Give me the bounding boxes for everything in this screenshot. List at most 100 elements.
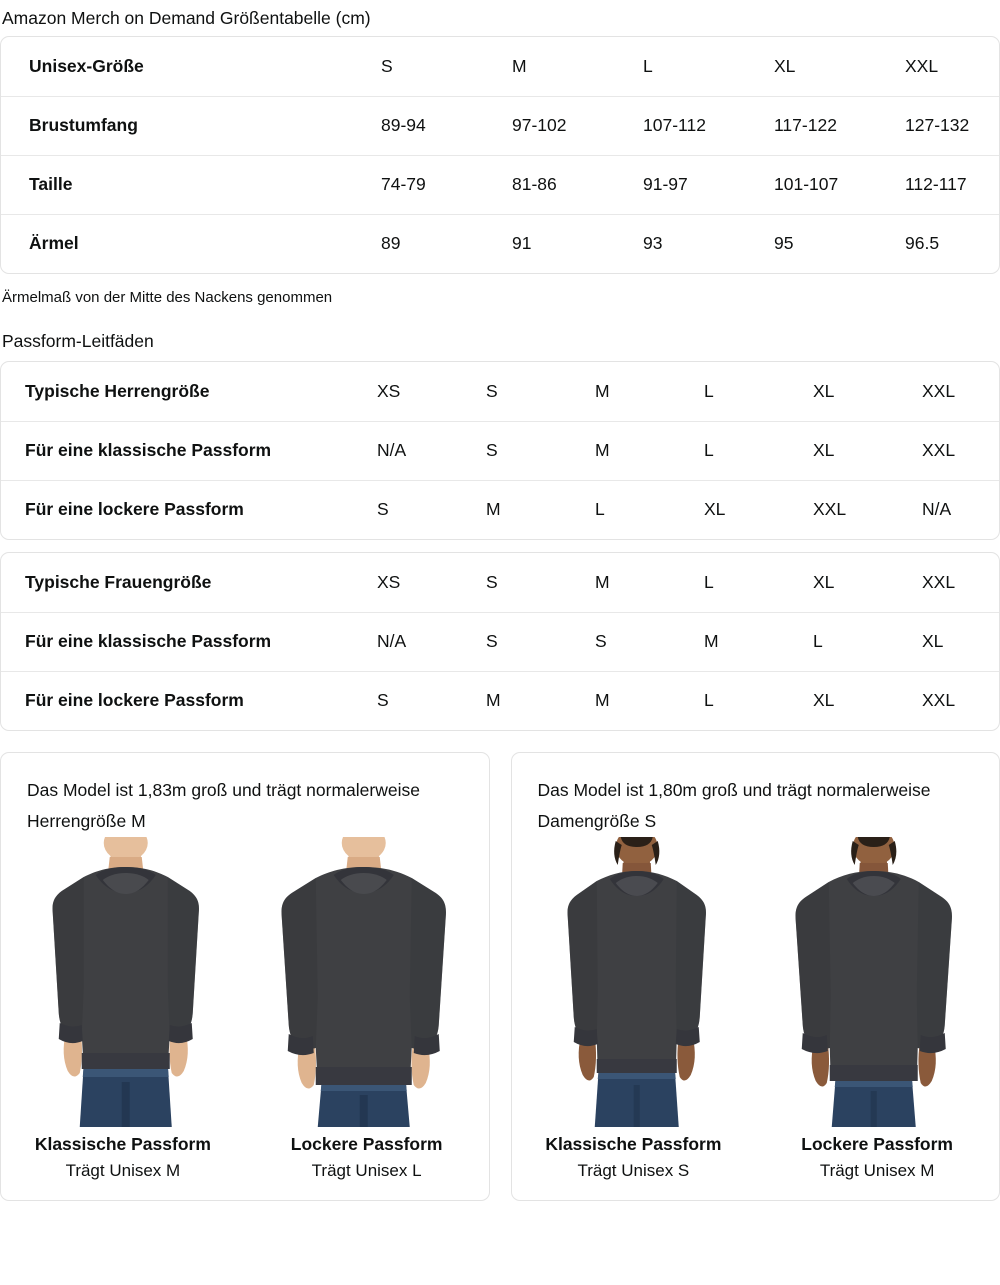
cell-mens-classic-2: S: [486, 420, 595, 480]
model-fit-labels-womens: Klassische Passform Trägt Unisex S Locke…: [512, 1127, 1000, 1200]
fit-subtitle: Trägt Unisex M: [819, 1161, 935, 1180]
cell-mens-typical-6: XXL: [922, 380, 956, 401]
row-label-mens-classic-fit: Für eine klassische Passform: [1, 420, 377, 480]
cell-chest-m: 97-102: [512, 95, 643, 155]
cell-mens-loose-1: S: [377, 479, 486, 539]
size-chart-header-xxl: XXL: [905, 55, 939, 76]
cell-womens-classic-5: L: [813, 611, 922, 671]
fit-subtitle: Trägt Unisex M: [65, 1161, 181, 1180]
fit-title: Lockere Passform: [290, 1134, 443, 1154]
cell-womens-loose-5: XL: [813, 670, 922, 730]
cell-womens-typical-5: XL: [813, 571, 835, 592]
cell-mens-typical-3: M: [595, 380, 610, 401]
figure-mens-loose-fit: [252, 837, 475, 1127]
row-label-typical-mens-size: Typische Herrengröße: [25, 380, 210, 401]
row-label-chest: Brustumfang: [1, 95, 381, 155]
size-chart-header-xl: XL: [774, 55, 796, 76]
fit-label-womens-loose: Lockere Passform Trägt Unisex M: [755, 1131, 999, 1184]
table-row: Für eine klassische Passform N/A S M L X…: [1, 420, 999, 480]
fit-guides-heading: Passform-Leitfäden: [2, 331, 154, 351]
cell-mens-loose-2: M: [486, 479, 595, 539]
cell-mens-classic-5: XL: [813, 420, 922, 480]
table-row: Für eine lockere Passform S M M L XL XXL: [1, 670, 999, 730]
model-fit-labels-mens: Klassische Passform Trägt Unisex M Locke…: [1, 1127, 489, 1200]
cell-womens-typical-2: S: [486, 571, 498, 592]
size-chart-header-l: L: [643, 55, 653, 76]
cell-mens-loose-4: XL: [704, 479, 813, 539]
row-label-typical-womens-size: Typische Frauengröße: [25, 571, 212, 592]
table-row: Für eine lockere Passform S M L XL XXL N…: [1, 479, 999, 539]
mens-fit-guide-table: Typische Herrengröße XS S M L XL XXL Für…: [1, 362, 999, 539]
model-caption-mens: Das Model ist 1,83m groß und trägt norma…: [27, 780, 420, 831]
fit-label-mens-classic: Klassische Passform Trägt Unisex M: [1, 1131, 245, 1184]
cell-mens-typical-5: XL: [813, 380, 835, 401]
fit-subtitle: Trägt Unisex S: [577, 1161, 690, 1180]
model-card-mens: Das Model ist 1,83m groß und trägt norma…: [0, 752, 490, 1201]
cell-waist-xxl: 112-117: [905, 154, 999, 214]
fit-label-womens-classic: Klassische Passform Trägt Unisex S: [512, 1131, 756, 1184]
size-chart-header-label: Unisex-Größe: [29, 55, 144, 76]
cell-mens-classic-3: M: [595, 420, 704, 480]
page-title: Amazon Merch on Demand Größentabelle (cm…: [2, 8, 371, 28]
figure-mens-classic-fit: [14, 837, 237, 1127]
model-caption-womens: Das Model ist 1,80m groß und trägt norma…: [537, 780, 931, 831]
size-chart-table: Unisex-Größe S M L XL XXL Brustumfang 89…: [1, 37, 999, 273]
womens-fit-guide-card: Typische Frauengröße XS S M L XL XXL Für…: [0, 552, 1000, 731]
womens-fit-guide-table: Typische Frauengröße XS S M L XL XXL Für…: [1, 553, 999, 730]
cell-chest-xxl: 127-132: [905, 95, 999, 155]
size-chart-card: Unisex-Größe S M L XL XXL Brustumfang 89…: [0, 36, 1000, 274]
cell-mens-typical-4: L: [704, 380, 714, 401]
cell-mens-loose-5: XXL: [813, 479, 922, 539]
cell-mens-loose-3: L: [595, 479, 704, 539]
cell-sleeve-xxl: 96.5: [905, 213, 999, 273]
table-row: Für eine klassische Passform N/A S S M L…: [1, 611, 999, 671]
cell-sleeve-s: 89: [381, 213, 512, 273]
cell-womens-typical-4: L: [704, 571, 714, 592]
table-row: Brustumfang 89-94 97-102 107-112 117-122…: [1, 95, 999, 155]
row-label-mens-loose-fit: Für eine lockere Passform: [1, 479, 377, 539]
cell-waist-m: 81-86: [512, 154, 643, 214]
cell-mens-typical-1: XS: [377, 380, 401, 401]
fit-title: Klassische Passform: [545, 1134, 722, 1154]
cell-mens-classic-4: L: [704, 420, 813, 480]
row-label-waist: Taille: [1, 154, 381, 214]
figure-womens-loose-fit: [762, 837, 985, 1127]
model-cards-row: Das Model ist 1,83m groß und trägt norma…: [0, 752, 1000, 1201]
fit-title: Lockere Passform: [801, 1134, 953, 1154]
row-label-womens-loose-fit: Für eine lockere Passform: [1, 670, 377, 730]
cell-womens-loose-2: M: [486, 670, 595, 730]
cell-womens-typical-3: M: [595, 571, 610, 592]
size-chart-header-m: M: [512, 55, 527, 76]
figure-womens-classic-fit: [525, 837, 748, 1127]
table-row: Ärmel 89 91 93 95 96.5: [1, 213, 999, 273]
cell-womens-loose-6: XXL: [922, 670, 999, 730]
fit-subtitle: Trägt Unisex L: [311, 1161, 422, 1180]
fit-label-mens-loose: Lockere Passform Trägt Unisex L: [245, 1131, 489, 1184]
fit-title: Klassische Passform: [34, 1134, 211, 1154]
cell-womens-typical-1: XS: [377, 571, 401, 592]
row-label-womens-classic-fit: Für eine klassische Passform: [1, 611, 377, 671]
model-figures-mens: [1, 837, 489, 1127]
cell-mens-loose-6: N/A: [922, 479, 999, 539]
cell-womens-loose-3: M: [595, 670, 704, 730]
cell-chest-xl: 117-122: [774, 95, 905, 155]
cell-womens-classic-2: S: [486, 611, 595, 671]
cell-waist-xl: 101-107: [774, 154, 905, 214]
cell-sleeve-m: 91: [512, 213, 643, 273]
size-chart-header-s: S: [381, 55, 393, 76]
sleeve-measurement-footnote: Ärmelmaß von der Mitte des Nackens genom…: [2, 289, 333, 306]
mens-fit-guide-card: Typische Herrengröße XS S M L XL XXL Für…: [0, 361, 1000, 540]
cell-waist-s: 74-79: [381, 154, 512, 214]
cell-womens-classic-4: M: [704, 611, 813, 671]
cell-chest-s: 89-94: [381, 95, 512, 155]
cell-womens-loose-1: S: [377, 670, 486, 730]
cell-mens-typical-2: S: [486, 380, 498, 401]
row-label-sleeve: Ärmel: [1, 213, 381, 273]
table-row-header: Unisex-Größe S M L XL XXL: [1, 37, 999, 96]
table-row: Taille 74-79 81-86 91-97 101-107 112-117: [1, 154, 999, 214]
cell-womens-classic-3: S: [595, 611, 704, 671]
model-card-womens: Das Model ist 1,80m groß und trägt norma…: [510, 752, 1000, 1201]
cell-chest-l: 107-112: [643, 95, 774, 155]
cell-waist-l: 91-97: [643, 154, 774, 214]
cell-womens-classic-6: XL: [922, 611, 999, 671]
